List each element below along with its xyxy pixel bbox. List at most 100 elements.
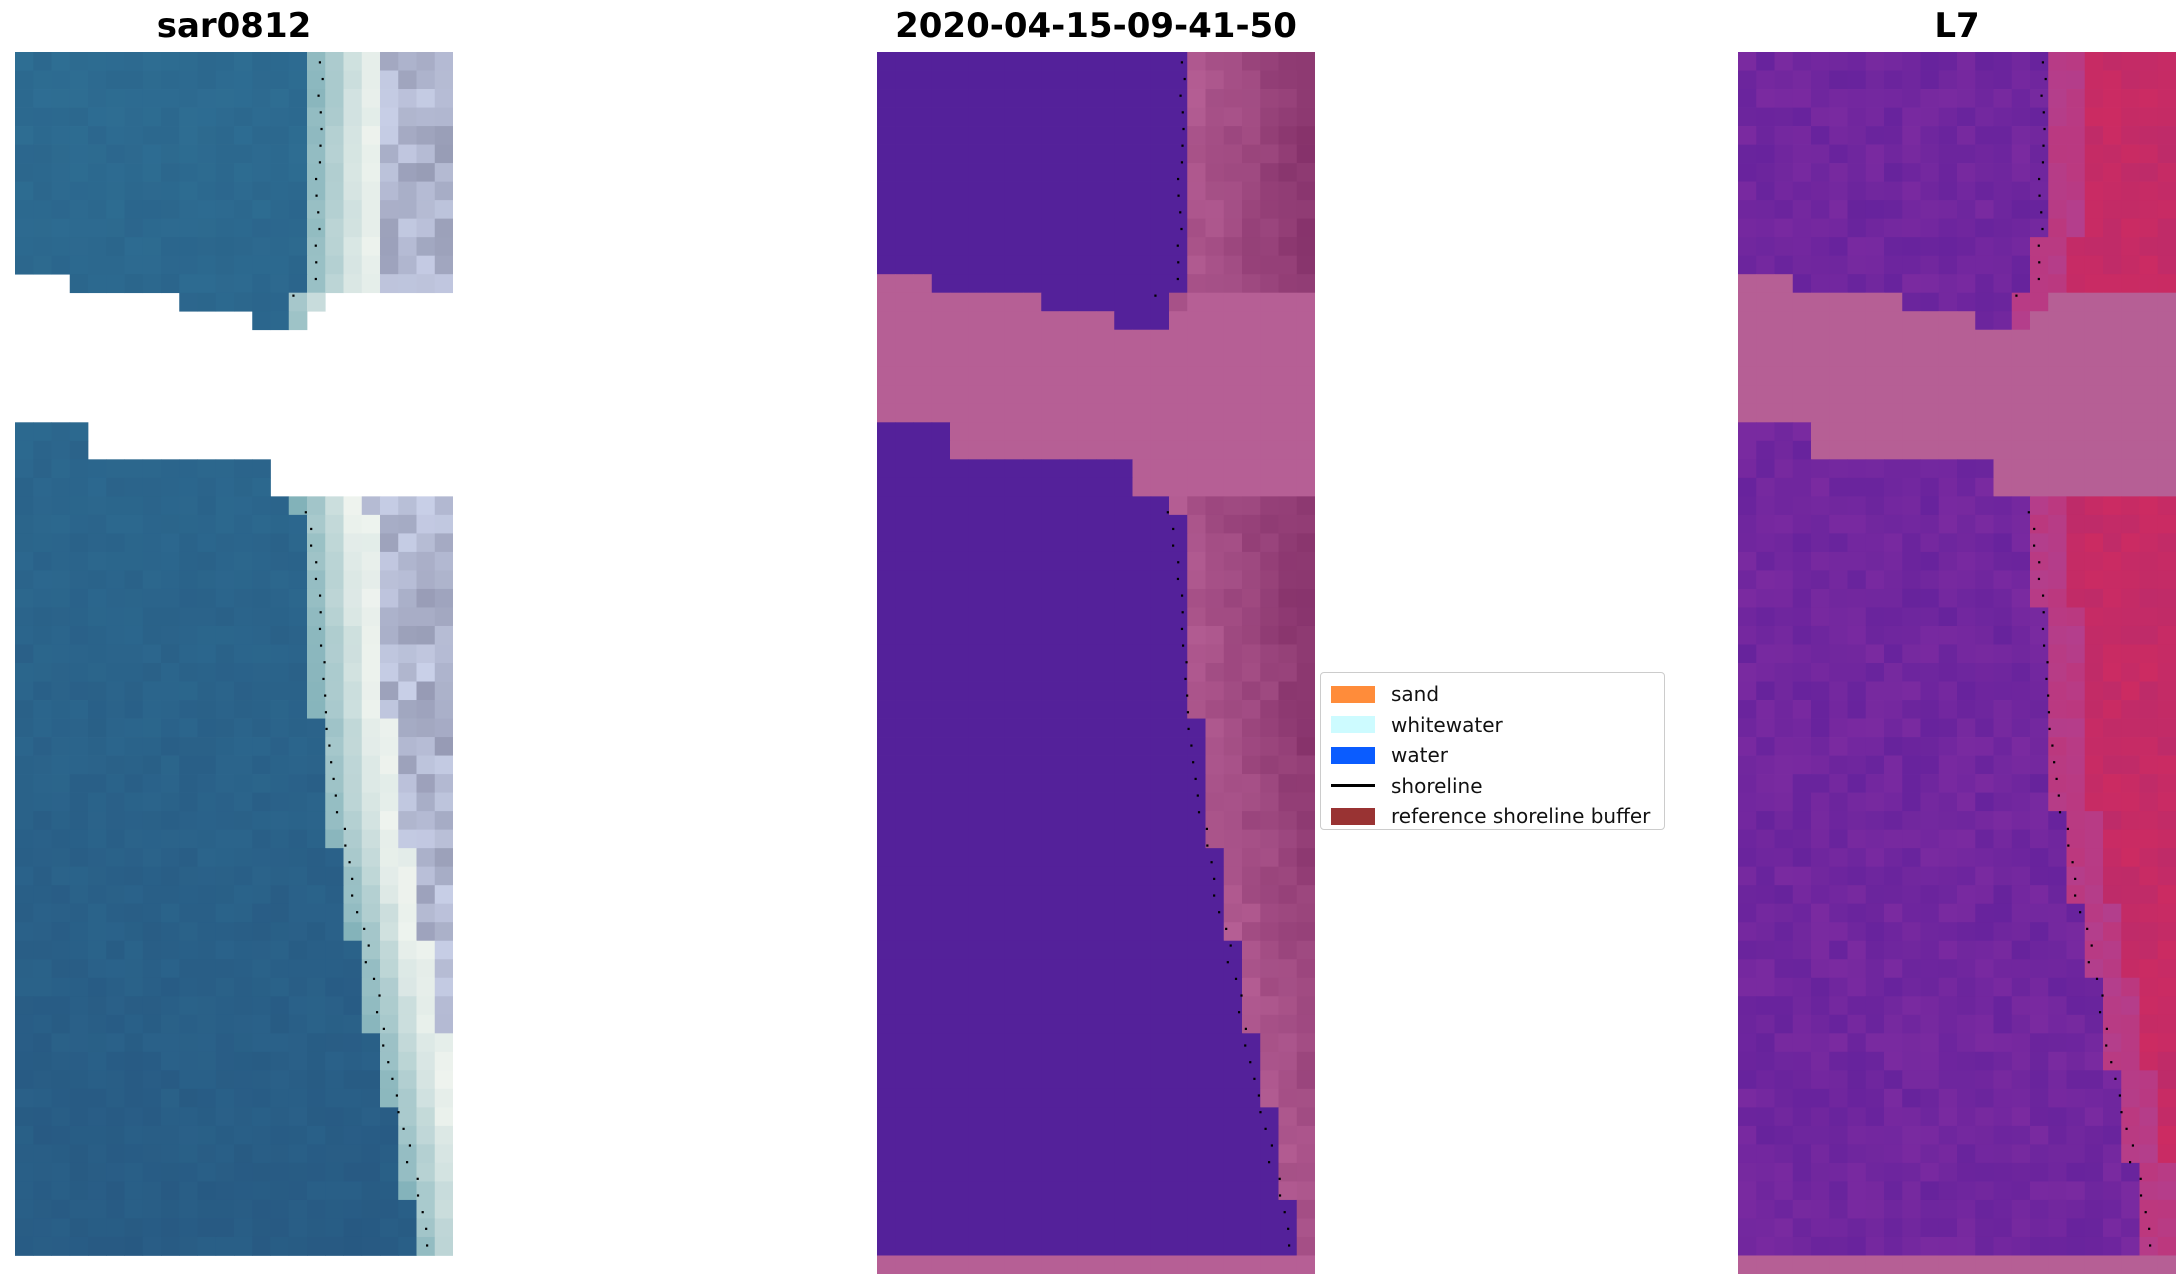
index-pixel: [1993, 329, 2013, 349]
index-pixel: [1920, 126, 1940, 145]
rgb-pixel: [15, 977, 34, 997]
rgb-pixel: [179, 959, 198, 979]
class-pixel: [950, 700, 969, 719]
rgb-pixel: [434, 625, 453, 645]
rgb-pixel: [288, 885, 308, 905]
class-pixel: [968, 885, 987, 905]
index-pixel: [1792, 607, 1812, 627]
index-pixel: [2066, 774, 2086, 793]
rgb-pixel: [361, 514, 381, 534]
class-pixel: [1187, 700, 1206, 719]
index-pixel: [2066, 274, 2086, 294]
class-pixel: [1187, 422, 1206, 442]
class-pixel: [1187, 200, 1206, 220]
index-pixel: [1865, 237, 1885, 257]
index-pixel: [2066, 588, 2086, 608]
rgb-pixel: [124, 570, 144, 590]
class-pixel: [1114, 588, 1133, 608]
rgb-pixel: [343, 959, 363, 979]
class-pixel: [1096, 1236, 1115, 1256]
index-pixel: [2011, 163, 2031, 182]
shoreline-point: [321, 77, 324, 81]
rgb-pixel: [398, 737, 417, 756]
class-pixel: [1278, 625, 1298, 645]
index-pixel: [2103, 329, 2122, 349]
index-pixel: [2084, 829, 2104, 849]
rgb-pixel: [124, 977, 144, 997]
index-pixel: [1756, 588, 1775, 608]
index-pixel: [1865, 700, 1885, 719]
class-pixel: [895, 385, 914, 405]
rgb-pixel: [234, 1033, 253, 1053]
rgb-pixel: [416, 663, 436, 682]
index-pixel: [2139, 1033, 2159, 1053]
class-pixel: [1077, 570, 1097, 590]
index-pixel: [1847, 996, 1867, 1016]
class-pixel: [1114, 459, 1133, 479]
index-pixel: [1975, 829, 1994, 849]
class-pixel: [1023, 570, 1042, 590]
index-pixel: [1811, 1033, 1830, 1053]
class-pixel: [1278, 1255, 1298, 1274]
index-pixel: [2157, 903, 2176, 923]
shoreline-point: [2042, 111, 2045, 114]
rgb-pixel: [142, 903, 162, 923]
class-pixel: [1114, 792, 1133, 812]
class-pixel: [1278, 829, 1298, 849]
index-pixel: [1938, 496, 1958, 516]
rgb-pixel: [398, 996, 417, 1016]
rgb-pixel: [325, 1218, 344, 1238]
index-pixel: [1884, 52, 1903, 71]
class-pixel: [931, 922, 951, 942]
index-pixel: [1993, 607, 2013, 627]
class-pixel: [986, 1070, 1006, 1090]
rgb-pixel: [33, 977, 52, 997]
class-pixel: [1223, 644, 1243, 664]
class-pixel: [913, 200, 933, 220]
class-pixel: [1114, 1218, 1133, 1238]
index-pixel: [2103, 922, 2122, 942]
rgb-pixel: [142, 792, 162, 812]
rgb-pixel: [124, 885, 144, 905]
index-pixel: [2066, 1162, 2086, 1182]
index-pixel: [1920, 718, 1940, 738]
rgb-pixel: [288, 700, 308, 719]
index-pixel: [2030, 1107, 2049, 1127]
class-pixel: [1023, 737, 1042, 756]
class-pixel: [1205, 1255, 1225, 1274]
class-pixel: [1132, 811, 1152, 831]
index-pixel: [1884, 1255, 1903, 1274]
index-pixel: [1847, 607, 1867, 627]
index-pixel: [2084, 200, 2104, 220]
index-pixel: [1975, 866, 1994, 886]
class-pixel: [1242, 1125, 1261, 1145]
class-pixel: [1004, 774, 1024, 793]
index-pixel: [1738, 274, 1757, 294]
class-pixel: [1077, 403, 1097, 423]
shoreline-point: [317, 94, 320, 97]
rgb-pixel: [106, 52, 125, 71]
class-pixel: [1150, 663, 1170, 682]
rgb-pixel: [197, 866, 217, 886]
index-pixel: [2011, 144, 2031, 164]
class-pixel: [1059, 237, 1079, 257]
rgb-pixel: [434, 514, 453, 534]
index-pixel: [2121, 922, 2140, 942]
class-pixel: [968, 181, 987, 201]
class-pixel: [895, 792, 914, 812]
rgb-pixel: [69, 1236, 89, 1256]
shoreline-point: [1229, 944, 1232, 947]
index-pixel: [1920, 459, 1940, 479]
class-pixel: [1077, 366, 1097, 386]
index-pixel: [2084, 1236, 2104, 1256]
class-pixel: [1096, 126, 1115, 145]
index-pixel: [1738, 163, 1757, 182]
rgb-pixel: [380, 792, 399, 812]
index-pixel: [2139, 385, 2159, 405]
class-pixel: [1187, 385, 1206, 405]
index-pixel: [2011, 551, 2031, 571]
class-pixel: [1004, 755, 1024, 775]
class-pixel: [1205, 681, 1225, 701]
class-pixel: [1242, 996, 1261, 1016]
index-pixel: [1774, 440, 1794, 460]
